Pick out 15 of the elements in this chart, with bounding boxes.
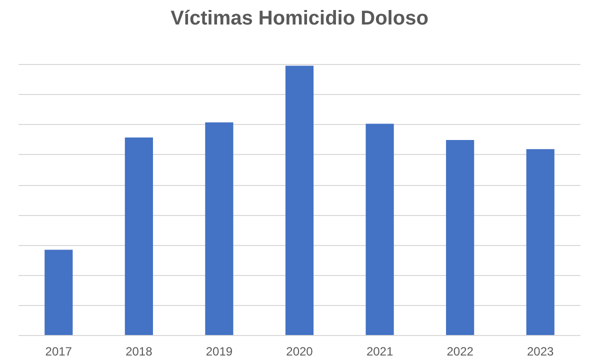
bar bbox=[526, 149, 554, 336]
bar bbox=[446, 140, 474, 336]
chart-title: Víctimas Homicidio Doloso bbox=[170, 8, 428, 30]
x-tick-label: 2021 bbox=[366, 344, 394, 358]
x-tick-label: 2022 bbox=[446, 344, 474, 358]
bar bbox=[205, 122, 234, 336]
x-tick-label: 2020 bbox=[286, 344, 314, 358]
bar bbox=[285, 66, 314, 336]
bar bbox=[124, 138, 153, 336]
bar bbox=[366, 124, 394, 336]
x-tick-label: 2017 bbox=[45, 344, 72, 358]
x-tick-label: 2019 bbox=[206, 344, 233, 358]
x-tick-label: 2018 bbox=[126, 344, 153, 358]
bar bbox=[44, 250, 73, 336]
x-tick-label: 2023 bbox=[527, 344, 554, 358]
